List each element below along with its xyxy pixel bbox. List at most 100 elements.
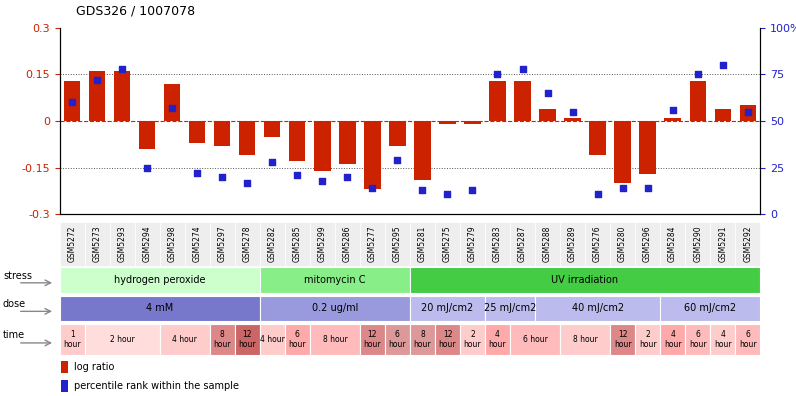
Bar xyxy=(610,324,635,355)
Text: GSM5286: GSM5286 xyxy=(343,226,352,262)
Text: GSM5274: GSM5274 xyxy=(193,226,202,262)
Point xyxy=(466,187,479,193)
Bar xyxy=(360,324,385,355)
Point xyxy=(616,185,629,191)
Text: 25 mJ/cm2: 25 mJ/cm2 xyxy=(484,303,537,314)
Text: GSM5281: GSM5281 xyxy=(418,226,427,262)
Bar xyxy=(314,121,330,171)
Bar xyxy=(285,324,310,355)
Point xyxy=(441,190,454,197)
Point xyxy=(291,172,304,178)
Text: 6
hour: 6 hour xyxy=(739,330,756,349)
Bar xyxy=(185,222,210,266)
Bar xyxy=(435,324,460,355)
Point xyxy=(391,157,404,163)
Point xyxy=(366,185,379,191)
Bar xyxy=(610,222,635,266)
Bar xyxy=(64,80,80,121)
Bar xyxy=(689,80,706,121)
Text: 20 mJ/cm2: 20 mJ/cm2 xyxy=(421,303,474,314)
Point xyxy=(141,164,154,171)
Bar xyxy=(685,324,710,355)
Bar xyxy=(660,324,685,355)
Text: 6
hour: 6 hour xyxy=(388,330,406,349)
Point xyxy=(216,174,228,180)
Text: GSM5280: GSM5280 xyxy=(618,226,627,262)
Point xyxy=(691,71,704,78)
Bar xyxy=(510,324,560,355)
Bar xyxy=(60,296,259,321)
Bar xyxy=(289,121,306,162)
Text: time: time xyxy=(3,329,25,339)
Text: 8 hour: 8 hour xyxy=(322,335,347,344)
Bar xyxy=(635,324,660,355)
Text: 6
hour: 6 hour xyxy=(289,330,306,349)
Text: GSM5293: GSM5293 xyxy=(118,226,127,262)
Bar xyxy=(189,121,205,143)
Bar xyxy=(615,121,630,183)
Text: hydrogen peroxide: hydrogen peroxide xyxy=(114,275,205,285)
Text: GSM5295: GSM5295 xyxy=(393,226,402,262)
Bar xyxy=(61,380,68,392)
Bar xyxy=(485,296,535,321)
Bar xyxy=(540,109,556,121)
Bar xyxy=(514,80,531,121)
Bar xyxy=(660,222,685,266)
Text: GSM5297: GSM5297 xyxy=(218,226,227,262)
Text: GSM5291: GSM5291 xyxy=(718,226,728,262)
Text: mitomycin C: mitomycin C xyxy=(304,275,365,285)
Text: 8 hour: 8 hour xyxy=(572,335,598,344)
Bar xyxy=(715,109,731,121)
Text: 2 hour: 2 hour xyxy=(110,335,135,344)
Bar xyxy=(410,222,435,266)
Point xyxy=(66,99,79,105)
Point xyxy=(316,177,329,184)
Text: 6
hour: 6 hour xyxy=(689,330,706,349)
Bar xyxy=(510,222,535,266)
Bar xyxy=(535,296,660,321)
Text: GSM5275: GSM5275 xyxy=(443,226,452,262)
Point xyxy=(416,187,429,193)
Bar xyxy=(310,222,335,266)
Text: stress: stress xyxy=(3,271,32,281)
Text: GSM5292: GSM5292 xyxy=(743,226,752,262)
Point xyxy=(266,159,279,165)
Bar xyxy=(385,324,410,355)
Text: GSM5278: GSM5278 xyxy=(243,226,252,262)
Text: GSM5272: GSM5272 xyxy=(68,226,76,262)
Text: GSM5298: GSM5298 xyxy=(168,226,177,262)
Bar xyxy=(389,121,405,146)
Point xyxy=(191,170,204,176)
Bar xyxy=(335,222,360,266)
Text: 8
hour: 8 hour xyxy=(414,330,431,349)
Bar xyxy=(665,118,681,121)
Bar xyxy=(710,324,736,355)
Text: 8
hour: 8 hour xyxy=(213,330,231,349)
Bar xyxy=(635,222,660,266)
Bar xyxy=(490,80,505,121)
Text: 4 hour: 4 hour xyxy=(260,335,285,344)
Point xyxy=(516,66,529,72)
Bar xyxy=(60,267,259,293)
Text: GSM5273: GSM5273 xyxy=(92,226,102,262)
Bar xyxy=(84,324,160,355)
Text: GSM5296: GSM5296 xyxy=(643,226,652,262)
Bar xyxy=(410,296,485,321)
Bar xyxy=(564,118,580,121)
Point xyxy=(566,109,579,115)
Text: GSM5284: GSM5284 xyxy=(668,226,677,262)
Bar xyxy=(439,121,455,124)
Bar xyxy=(660,296,760,321)
Text: 4 mM: 4 mM xyxy=(146,303,174,314)
Text: percentile rank within the sample: percentile rank within the sample xyxy=(74,381,239,391)
Bar xyxy=(485,324,510,355)
Text: GSM5285: GSM5285 xyxy=(293,226,302,262)
Text: GSM5290: GSM5290 xyxy=(693,226,702,262)
Bar xyxy=(589,121,606,155)
Point xyxy=(491,71,504,78)
Text: 0.2 ug/ml: 0.2 ug/ml xyxy=(312,303,358,314)
Point xyxy=(591,190,604,197)
Bar xyxy=(235,222,259,266)
Bar xyxy=(160,324,210,355)
Point xyxy=(741,109,754,115)
